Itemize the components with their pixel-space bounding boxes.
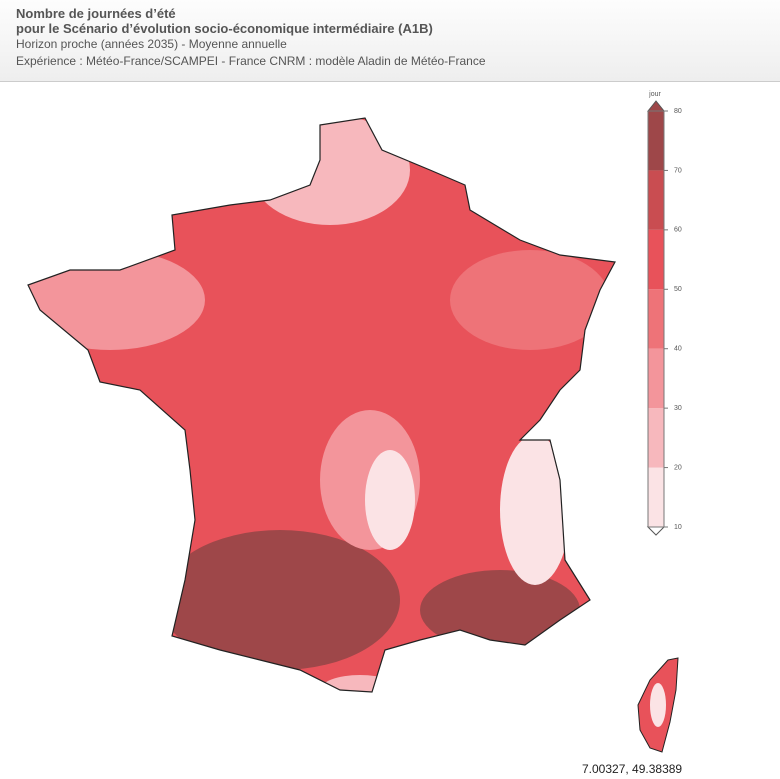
legend-tick-label: 10 [674, 524, 682, 531]
legend-tick-label: 60 [674, 227, 682, 234]
title: Nombre de journées d’été [16, 6, 176, 21]
legend-swatch [648, 467, 664, 527]
legend-tick-label: 70 [674, 167, 682, 174]
france-outline [27, 117, 616, 693]
header: Nombre de journées d’été pour le Scénari… [0, 0, 780, 82]
france-map [28, 118, 615, 692]
legend-arrow-top [646, 100, 666, 112]
experiment: Expérience : Météo-France/SCAMPEI - Fran… [16, 54, 486, 68]
legend-swatch [648, 289, 664, 349]
legend-swatch [648, 408, 664, 468]
subtitle: Horizon proche (années 2035) - Moyenne a… [16, 37, 287, 51]
legend-swatch [648, 111, 664, 171]
legend-tick-label: 50 [674, 286, 682, 293]
legend-frame [647, 110, 665, 528]
legend-tick-label: 20 [674, 464, 682, 471]
legend-tick-label: 40 [674, 346, 682, 353]
legend-arrow-bottom [646, 526, 666, 536]
legend-swatch [648, 348, 664, 409]
legend-unit: jour [648, 91, 661, 98]
legend-swatch [648, 229, 664, 290]
title: pour le Scénario d’évolution socio-écono… [16, 21, 433, 36]
legend-tick-label: 80 [674, 108, 682, 115]
legend-swatch [648, 170, 664, 230]
corsica-relief [650, 683, 666, 727]
legend-tick-label: 30 [674, 405, 682, 412]
coordinates: 7.00327, 49.38389 [582, 762, 683, 776]
